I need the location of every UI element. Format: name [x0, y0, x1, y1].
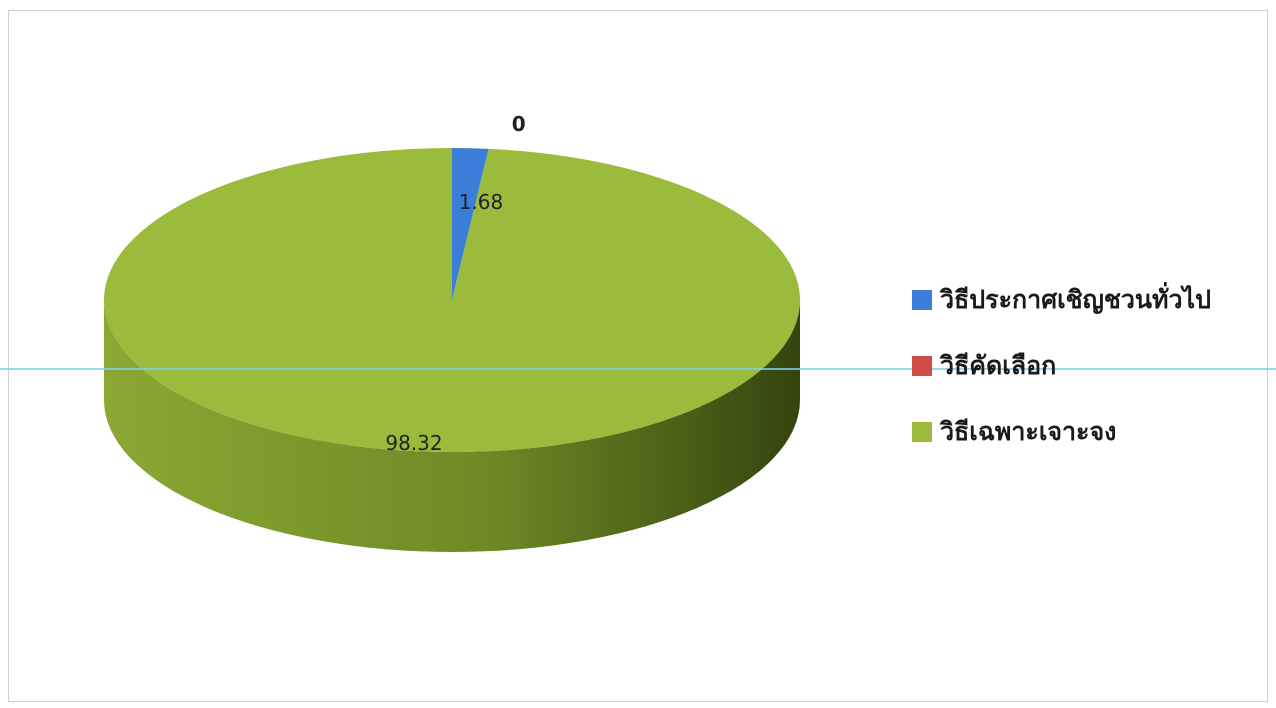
guide-line — [0, 368, 1276, 370]
legend-swatch-specific — [912, 422, 932, 442]
legend-swatch-general-invitation — [912, 290, 932, 310]
legend-item-specific: วิธีเฉพาะเจาะจง — [912, 414, 1211, 450]
legend-item-general-invitation: วิธีประกาศเชิญชวนทั่วไป — [912, 282, 1211, 318]
legend-label-specific: วิธีเฉพาะเจาะจง — [940, 417, 1117, 446]
data-label-specific: 98.32 — [385, 431, 442, 455]
data-label-general-invitation: 1.68 — [459, 190, 504, 214]
pie-side-wall — [104, 300, 800, 552]
legend-label-selection: วิธีคัดเลือก — [940, 351, 1057, 380]
pie-slice-specific — [103, 148, 800, 452]
legend-swatch-selection — [912, 356, 932, 376]
legend-item-selection: วิธีคัดเลือก — [912, 348, 1211, 384]
data-label-selection: 0 — [512, 112, 526, 136]
pie-slice-general-invitation — [452, 148, 489, 300]
legend-label-general-invitation: วิธีประกาศเชิญชวนทั่วไป — [940, 285, 1211, 314]
legend: วิธีประกาศเชิญชวนทั่วไป วิธีคัดเลือก วิธ… — [912, 282, 1211, 480]
